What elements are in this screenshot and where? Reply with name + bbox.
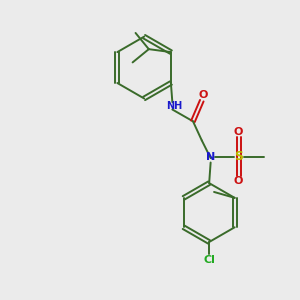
Text: O: O — [234, 127, 243, 137]
Text: N: N — [206, 152, 215, 162]
Text: O: O — [234, 176, 243, 186]
Text: Cl: Cl — [203, 255, 215, 265]
Text: O: O — [199, 90, 208, 100]
Text: NH: NH — [166, 101, 182, 111]
Text: S: S — [234, 150, 243, 163]
